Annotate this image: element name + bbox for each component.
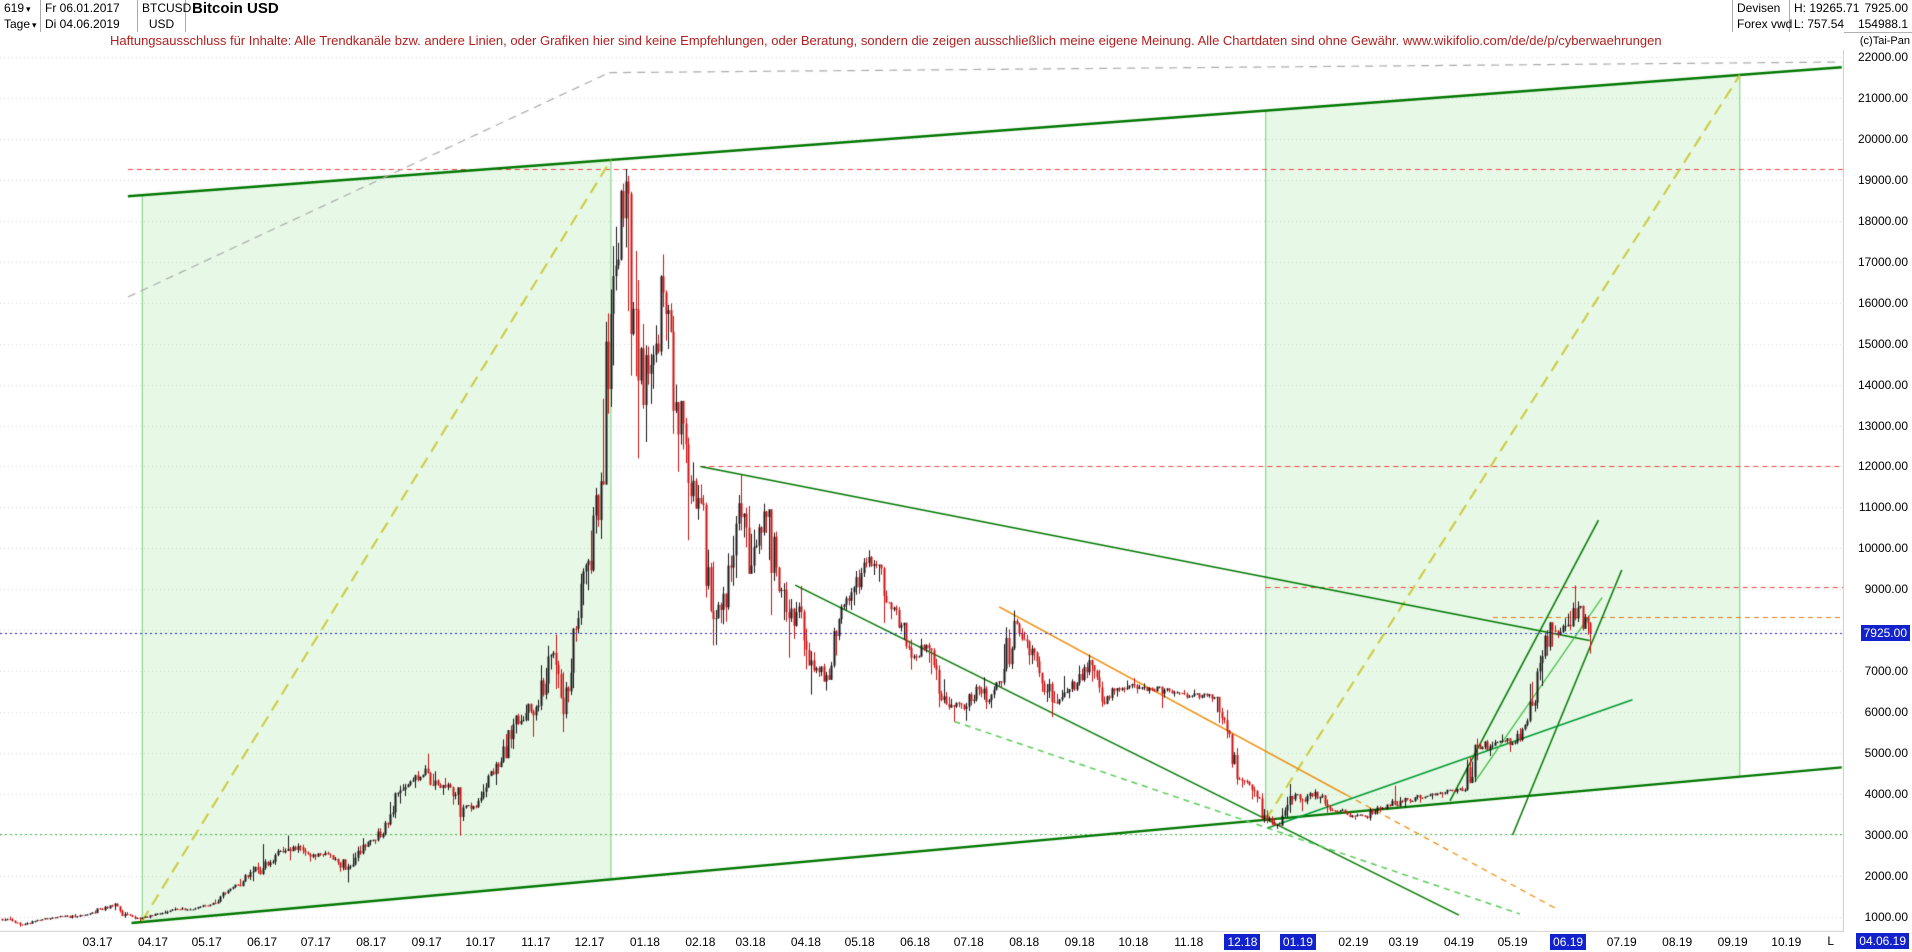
y-axis-tick: 10000.00: [1857, 541, 1908, 556]
chart-title: Bitcoin USD: [192, 0, 279, 17]
x-axis-tick: 11.18: [1174, 935, 1204, 949]
x-axis-tick: 10.17: [465, 935, 496, 949]
x-axis-tick: 06.17: [247, 935, 278, 949]
x-axis-tick: 03.17: [82, 935, 113, 949]
feed-source: Forex vwd: [1737, 17, 1793, 31]
x-axis-tick: 11.17: [521, 935, 551, 949]
y-axis-tick: 12000.00: [1857, 459, 1908, 474]
y-axis-tick: 15000.00: [1857, 336, 1908, 351]
y-axis-tick: 3000.00: [1864, 827, 1908, 842]
y-axis-tick: 17000.00: [1857, 254, 1908, 269]
y-axis-tick: 2000.00: [1864, 868, 1908, 883]
x-axis-tick: 05.19: [1497, 935, 1528, 949]
x-axis-tick: 08.18: [1009, 935, 1040, 949]
x-axis-tick: 07.19: [1606, 935, 1637, 949]
y-axis-tick: 14000.00: [1857, 377, 1908, 392]
x-axis-tick: 10.18: [1118, 935, 1149, 949]
y-axis-tick: 6000.00: [1864, 705, 1908, 720]
x-axis-tick: 10.19: [1771, 935, 1802, 949]
x-axis-tick: 06.18: [900, 935, 931, 949]
feed-cell: Devisen Forex vwd: [1732, 0, 1793, 32]
header-left-cell: 619 Tage: [0, 0, 41, 32]
y-axis-tick: 9000.00: [1864, 582, 1908, 597]
bars-count-dropdown[interactable]: 619: [4, 0, 36, 16]
x-axis-tick: 04.19: [1443, 935, 1474, 949]
last-volume-value: 154988.1: [1857, 17, 1908, 31]
y-axis-tick: 4000.00: [1864, 786, 1908, 801]
x-axis-tick: 01.18: [629, 935, 660, 949]
x-axis-tick: 12.17: [574, 935, 605, 949]
y-axis-tick: 19000.00: [1857, 172, 1908, 187]
y-axis-tick: 13000.00: [1857, 418, 1908, 433]
x-axis-tick: 12.18: [1224, 934, 1261, 950]
y-axis-tick: 7000.00: [1864, 664, 1908, 679]
period-dropdown[interactable]: Tage: [4, 16, 37, 32]
symbol-label: BTCUSD: [142, 1, 192, 15]
x-axis: 03.17 04.17 05.17 06.17 07.17 08.17 09.17 10.17…: [0, 932, 1844, 952]
x-axis-tick: 01.19: [1279, 934, 1316, 950]
last-price-marker: 7925.00: [1860, 625, 1910, 641]
currency-label: USD: [148, 17, 175, 31]
copyright-label: (c)Tai-Pan: [1859, 35, 1910, 47]
period-value: Tage: [4, 17, 31, 31]
x-axis-tick: 09.19: [1717, 935, 1748, 949]
y-axis-tick: 20000.00: [1857, 131, 1908, 146]
x-axis-tick: 09.18: [1064, 935, 1095, 949]
range-start-date[interactable]: Fr 06.01.2017: [45, 1, 120, 15]
high-low-cell: H: 19265.71 L: 757.54: [1794, 0, 1859, 32]
x-axis-tick: 04.17: [137, 935, 168, 949]
header-bar: 619 Tage Fr 06.01.2017 Di 04.06.2019 BTC…: [0, 0, 1912, 33]
y-axis: (c)Tai-Pan 22000.00 21000.00 20000.00 19000…: [1844, 0, 1912, 952]
x-axis-tick: 02.18: [685, 935, 716, 949]
y-axis-tick: 1000.00: [1864, 909, 1908, 924]
chevron-down-icon: [24, 1, 31, 15]
feed-name: Devisen: [1737, 1, 1781, 15]
x-axis-tick: 07.18: [953, 935, 984, 949]
x-axis-tick: 02.19: [1338, 935, 1369, 949]
last-date-marker: 04.06.19: [1856, 933, 1909, 949]
y-axis-tick: 21000.00: [1857, 91, 1908, 106]
last-price-value: 7925.00: [1864, 1, 1908, 15]
series-high: H: 19265.71: [1794, 1, 1860, 15]
y-axis-tick: 16000.00: [1857, 295, 1908, 310]
symbol-cell: BTCUSD USD: [138, 0, 192, 32]
x-axis-tick: 04.18: [790, 935, 821, 949]
x-axis-tick: 03.19: [1388, 935, 1419, 949]
y-axis-tick: 18000.00: [1857, 213, 1908, 228]
chevron-down-icon: [30, 17, 37, 31]
x-axis-tick: 07.17: [300, 935, 331, 949]
x-axis-tick: 08.17: [356, 935, 387, 949]
series-low: L: 757.54: [1794, 17, 1845, 31]
last-label: L: [1827, 934, 1834, 948]
price-chart[interactable]: [0, 0, 1844, 952]
x-axis-tick: 05.17: [191, 935, 222, 949]
x-axis-tick: 03.18: [735, 935, 766, 949]
x-axis-tick: 09.17: [411, 935, 442, 949]
range-end-date[interactable]: Di 04.06.2019: [45, 17, 120, 31]
last-values-cell: 7925.00 154988.1: [1858, 0, 1908, 32]
date-range-cell: Fr 06.01.2017 Di 04.06.2019: [41, 0, 138, 32]
x-axis-tick: 06.19: [1550, 934, 1587, 950]
x-axis-tick: 08.19: [1662, 935, 1693, 949]
y-axis-tick: 5000.00: [1864, 746, 1908, 761]
bars-count-value: 619: [4, 1, 25, 15]
disclaimer-text: Haftungsausschluss für Inhalte: Alle Tre…: [0, 32, 1844, 50]
y-axis-tick: 22000.00: [1857, 50, 1908, 65]
x-axis-tick: 05.18: [844, 935, 875, 949]
y-axis-tick: 11000.00: [1858, 500, 1908, 515]
